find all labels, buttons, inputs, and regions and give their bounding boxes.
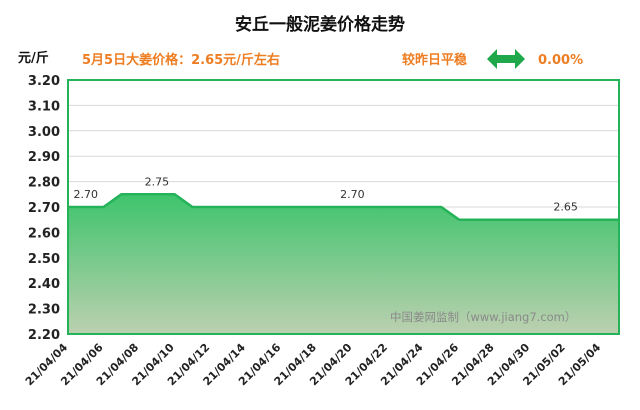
y-tick-label: 2.20	[28, 328, 60, 343]
y-tick-label: 2.40	[28, 277, 60, 292]
data-labels: 2.70 2.75 2.70 2.65	[74, 175, 578, 213]
x-axis-ticks: 21/04/0421/04/0621/04/0821/04/1021/04/12…	[23, 341, 604, 389]
data-label: 2.70	[340, 188, 365, 201]
double-arrow-icon	[487, 49, 525, 69]
data-label: 2.65	[553, 201, 578, 214]
data-label: 2.75	[145, 175, 170, 188]
plot-border	[67, 79, 620, 335]
watermark: 中国姜网监制（www.jiang7.com）	[390, 310, 576, 324]
price-line	[68, 193, 619, 221]
area-fill	[68, 194, 619, 334]
change-summary: 较昨日平稳	[402, 52, 467, 68]
y-tick-label: 2.80	[28, 176, 60, 191]
y-tick-label: 2.30	[28, 303, 60, 318]
price-area	[67, 79, 620, 335]
y-tick-label: 2.90	[28, 150, 60, 165]
chart-title: 安丘一般泥姜价格走势	[235, 14, 405, 35]
y-tick-label: 2.70	[28, 201, 60, 216]
y-tick-label: 2.60	[28, 226, 60, 241]
y-tick-label: 3.20	[28, 74, 60, 89]
y-tick-label: 3.10	[28, 99, 60, 114]
data-label: 2.70	[74, 188, 99, 201]
y-tick-label: 3.00	[28, 125, 60, 140]
price-summary: 5月5日大姜价格：2.65元/斤左右	[82, 52, 280, 68]
y-unit-label: 元/斤	[18, 50, 49, 66]
y-axis-ticks: 2.20 2.30 2.40 2.50 2.60 2.70 2.80 2.90 3.00 3.10…	[28, 74, 60, 343]
change-value: 0.00%	[538, 53, 583, 68]
y-tick-label: 2.50	[28, 252, 60, 267]
